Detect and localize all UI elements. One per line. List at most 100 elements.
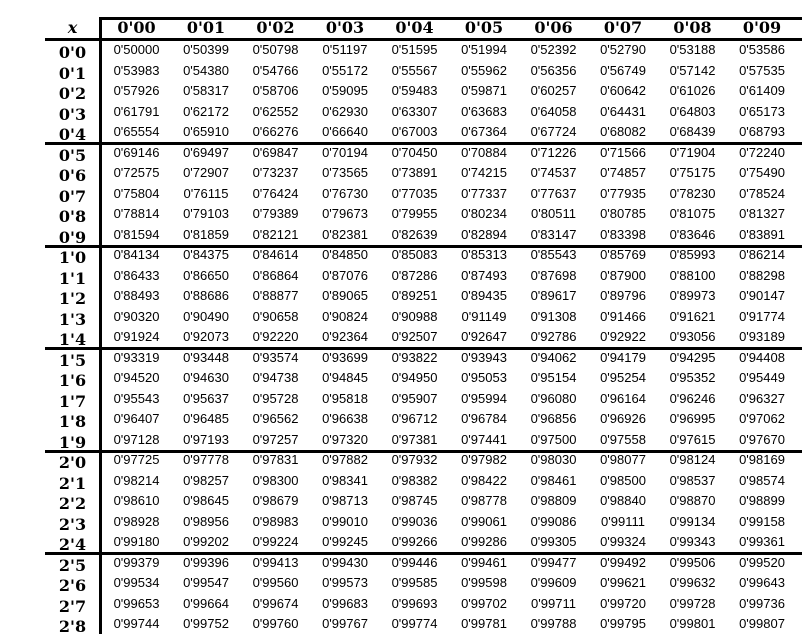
table-cell: 0'99767 [322, 616, 368, 631]
row-label: 2'3 [58, 514, 87, 534]
table-cell: 0'65173 [739, 103, 785, 119]
table-cell: 0'95543 [113, 390, 160, 406]
table-cell: 0'98778 [461, 493, 507, 508]
table-cell: 0'96080 [530, 390, 577, 406]
table-cell: 0'94295 [669, 349, 716, 365]
table-cell: 0'80511 [531, 206, 576, 221]
table-cell: 0'86433 [113, 267, 160, 283]
table-cell: 0'98679 [252, 493, 299, 508]
table-cell: 0'58706 [252, 83, 299, 98]
table-cell: 0'50000 [113, 42, 160, 57]
table-cell: 0'99760 [252, 616, 299, 631]
column-header: 0'01 [186, 18, 226, 37]
table-cell: 0'82381 [322, 226, 368, 242]
row-label: 0'3 [58, 104, 87, 124]
table-cell: 0'97128 [113, 431, 160, 447]
table-cell: 0'99343 [669, 534, 716, 549]
group-divider [45, 142, 802, 145]
table-cell: 0'74857 [600, 165, 646, 180]
table-cell: 0'71226 [530, 144, 577, 160]
table-cell: 0'97778 [183, 452, 229, 467]
table-cell: 0'99801 [669, 616, 716, 631]
table-cell: 0'99396 [183, 554, 229, 570]
table-cell: 0'50798 [252, 42, 299, 57]
table-cell: 0'98169 [739, 452, 785, 467]
row-label: 1'8 [58, 412, 87, 431]
table-cell: 0'69847 [252, 144, 299, 160]
table-cell: 0'99560 [252, 575, 299, 590]
table-cell: 0'99728 [669, 595, 716, 611]
row-label: 0'4 [58, 125, 87, 144]
table-cell: 0'92922 [600, 329, 646, 344]
table-cell: 0'75490 [739, 165, 785, 180]
table-cell: 0'75175 [669, 165, 716, 180]
table-cell: 0'97831 [252, 452, 299, 467]
table-cell: 0'99774 [391, 616, 438, 631]
table-cell: 0'82894 [461, 226, 507, 242]
table-cell: 0'72575 [113, 165, 160, 180]
table-cell: 0'81594 [113, 226, 160, 242]
table-cell: 0'99324 [600, 534, 646, 549]
table-cell: 0'64803 [669, 103, 716, 119]
table-cell: 0'88493 [113, 288, 160, 303]
table-cell: 0'99621 [600, 575, 646, 590]
table-cell: 0'59871 [461, 83, 507, 98]
table-cell: 0'95994 [461, 390, 507, 406]
table-cell: 0'98500 [600, 472, 646, 488]
column-header: 0'08 [673, 18, 712, 37]
table-cell: 0'96246 [669, 390, 716, 406]
table-cell: 0'81075 [669, 206, 716, 221]
table-cell: 0'90824 [322, 308, 368, 324]
table-cell: 0'56749 [600, 62, 646, 78]
table-cell: 0'84614 [252, 247, 299, 262]
table-cell: 0'73237 [252, 165, 299, 180]
table-cell: 0'73891 [391, 165, 438, 180]
table-top-border [99, 17, 802, 20]
table-cell: 0'92507 [391, 329, 438, 344]
row-label: 2'0 [58, 453, 87, 472]
column-header: 0'09 [742, 18, 782, 37]
table-cell: 0'86864 [252, 267, 299, 283]
table-cell: 0'99693 [391, 595, 438, 611]
table-cell: 0'99086 [530, 513, 577, 529]
table-cell: 0'78524 [739, 185, 785, 201]
table-cell: 0'76730 [322, 185, 368, 201]
table-cell: 0'97193 [183, 431, 229, 447]
table-cell: 0'95154 [530, 370, 577, 385]
table-cell: 0'98077 [600, 452, 646, 467]
table-cell: 0'99736 [739, 595, 785, 611]
table-cell: 0'87493 [461, 267, 507, 283]
table-cell: 0'52392 [530, 42, 577, 57]
table-cell: 0'96995 [669, 411, 716, 426]
table-cell: 0'96856 [530, 411, 577, 426]
table-cell: 0'99683 [322, 595, 368, 611]
table-cell: 0'99180 [113, 534, 160, 549]
table-cell: 0'90988 [391, 308, 438, 324]
table-cell: 0'98645 [183, 493, 229, 508]
row-label: 1'7 [58, 391, 87, 411]
table-cell: 0'65554 [113, 124, 160, 139]
column-header: 0'02 [256, 18, 295, 37]
table-cell: 0'63683 [461, 103, 507, 119]
table-cell: 0'92786 [530, 329, 577, 344]
row-label: 0'5 [58, 145, 87, 165]
table-cell: 0'83891 [739, 226, 785, 242]
table-cell: 0'90320 [113, 308, 160, 324]
table-cell: 0'59095 [322, 83, 368, 98]
table-cell: 0'95352 [669, 370, 716, 385]
table-cell: 0'55962 [461, 62, 507, 78]
table-cell: 0'94950 [391, 370, 438, 385]
table-cell: 0'57142 [669, 62, 716, 78]
table-cell: 0'68082 [600, 124, 646, 139]
table-cell: 0'98956 [183, 513, 229, 529]
table-cell: 0'85313 [461, 247, 507, 262]
table-cell: 0'69146 [113, 144, 160, 160]
table-cell: 0'98257 [183, 472, 229, 488]
table-cell: 0'99286 [461, 534, 507, 549]
table-cell: 0'99781 [461, 616, 507, 631]
table-cell: 0'91466 [600, 308, 646, 324]
table-cell: 0'99305 [530, 534, 577, 549]
table-cell: 0'67724 [530, 124, 577, 139]
x-column-header: x [67, 18, 78, 37]
row-label: 1'6 [58, 371, 87, 390]
